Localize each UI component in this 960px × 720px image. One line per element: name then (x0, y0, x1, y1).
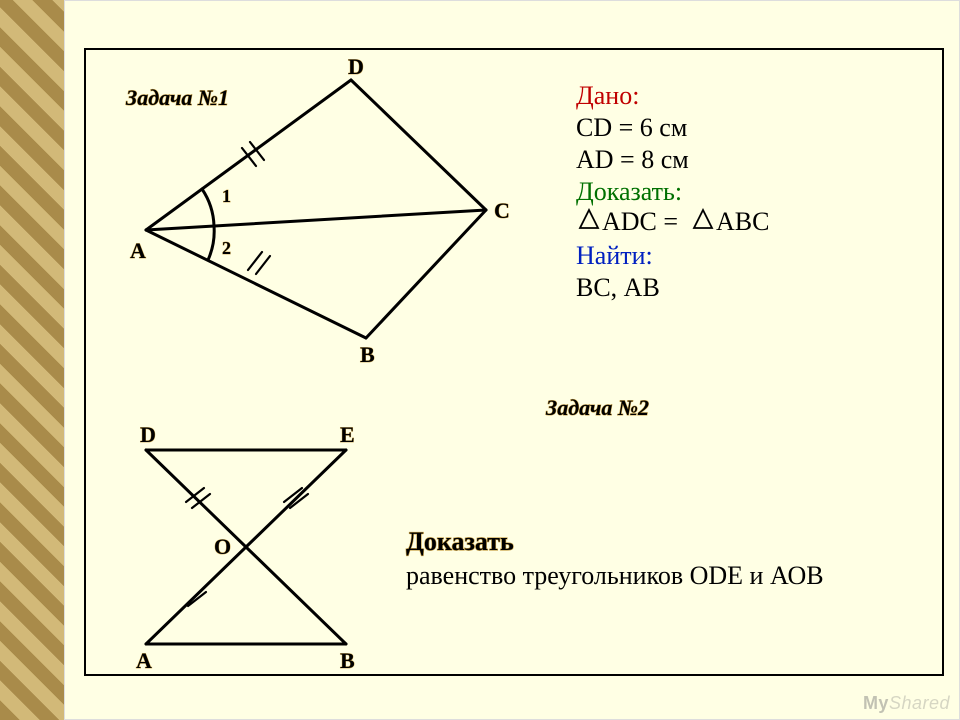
problem1-diagram (146, 80, 486, 338)
find-line: ВС, АВ (576, 273, 660, 302)
prove-head: Доказать: (576, 177, 682, 206)
label-O2: O (214, 534, 231, 559)
label-A: A (130, 238, 146, 263)
problem1-text: Дано: СD = 6 см АD = 8 см Доказать: АDС … (576, 81, 769, 302)
prove2-head: Доказать (406, 527, 514, 556)
label-D2: D (140, 422, 156, 447)
prove-eq-left: АDС = (602, 207, 678, 236)
label-B2: B (340, 648, 355, 673)
content-frame: Задача №1 (84, 48, 944, 676)
watermark-rest: Shared (889, 693, 950, 713)
prove-line: АDС = АВС (580, 207, 769, 236)
watermark: MyShared (863, 693, 950, 714)
problem2-text: Доказать равенство треугольников ОDE и А… (406, 527, 824, 590)
diagram-canvas: Задача №1 (86, 50, 942, 674)
angle-1-label: 1 (222, 186, 231, 206)
prove-eq-right: АВС (716, 207, 769, 236)
given-head: Дано: (576, 81, 639, 110)
problem2-diagram (146, 450, 346, 644)
label-B: B (360, 342, 375, 367)
given-line1: СD = 6 см (576, 113, 687, 142)
prove2-body: равенство треугольников ОDE и АОВ (406, 561, 824, 590)
find-head: Найти: (576, 241, 653, 270)
watermark-brand: My (863, 693, 889, 713)
problem1-title: Задача №1 (125, 85, 229, 110)
slide-area: Задача №1 (64, 0, 960, 720)
label-E2: E (340, 422, 355, 447)
label-C: C (494, 198, 510, 223)
problem2-title: Задача №2 (545, 395, 649, 420)
label-A2: A (136, 648, 152, 673)
decorative-sidebar (0, 0, 65, 720)
label-D: D (348, 54, 364, 79)
given-line2: АD = 8 см (576, 145, 689, 174)
angle-2-label: 2 (222, 238, 231, 258)
